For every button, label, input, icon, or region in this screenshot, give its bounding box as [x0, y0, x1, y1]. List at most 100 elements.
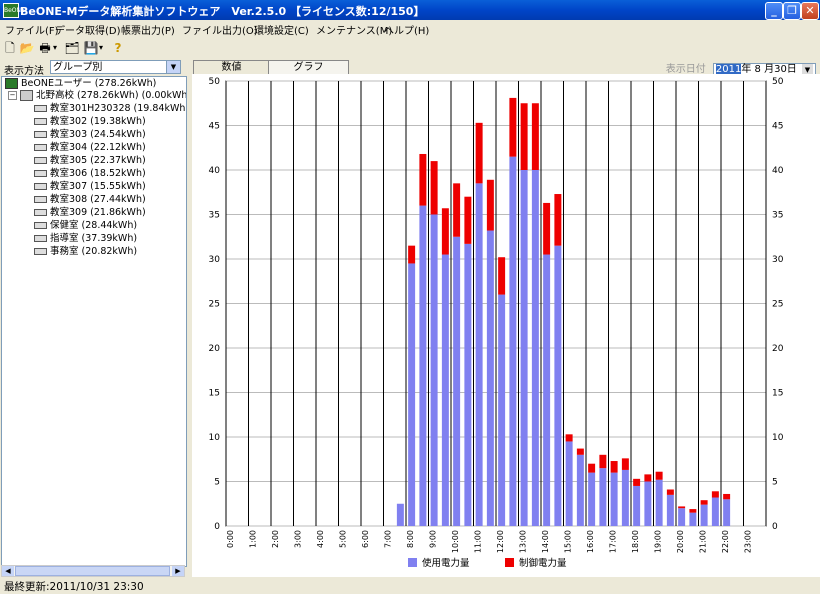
bar-usage — [464, 243, 472, 526]
room-icon — [34, 235, 47, 242]
bar-control — [464, 196, 472, 244]
bar-control — [486, 179, 494, 231]
bar-usage — [565, 441, 573, 526]
bar-usage — [588, 472, 596, 526]
legend-swatch-control — [505, 558, 514, 567]
room-icon — [34, 144, 47, 151]
tree-root[interactable]: BeONEユーザー (278.26kWh) — [5, 78, 156, 90]
bar-usage — [419, 205, 427, 526]
bar-usage — [576, 454, 584, 526]
display-method-select[interactable]: グループ別 ▼ — [50, 60, 181, 74]
menu-file[interactable]: ファイル(F) — [5, 26, 59, 37]
tree-room[interactable]: 事務室 (20.82kWh) — [34, 246, 137, 258]
bar-control — [599, 454, 607, 469]
save-icon[interactable]: 💾 — [83, 41, 99, 55]
room-icon — [34, 183, 47, 190]
tree-room[interactable]: 教室304 (22.12kWh) — [34, 142, 146, 154]
tree-room[interactable]: 教室303 (24.54kWh) — [34, 129, 146, 141]
bar-control — [633, 478, 641, 486]
bar-usage — [520, 170, 528, 526]
tree-room[interactable]: 指導室 (37.39kWh) — [34, 233, 137, 245]
minimize-button[interactable]: _ — [765, 2, 783, 20]
bar-control — [565, 434, 573, 442]
tab-graph[interactable]: グラフ — [268, 60, 349, 75]
bar-control — [531, 103, 539, 170]
tree-room[interactable]: 教室307 (15.55kWh) — [34, 181, 146, 193]
close-button[interactable]: ✕ — [801, 2, 819, 20]
bar-control — [588, 463, 596, 473]
bar-control — [655, 471, 663, 480]
x-tick-label: 10:00 — [451, 530, 460, 553]
y-tick-label-right: 50 — [772, 77, 784, 87]
menu-report-output[interactable]: 帳票出力(P) — [121, 26, 175, 37]
left-panel: 表示方法 グループ別 ▼ BeONEユーザー (278.26kWh) − 北野高校… — [0, 59, 187, 577]
y-tick-label-right: 25 — [772, 300, 783, 310]
y-tick-label-left: 50 — [209, 77, 221, 87]
menu-maintenance[interactable]: メンテナンス(M) — [316, 26, 393, 37]
bar-usage — [486, 230, 494, 526]
tree-room[interactable]: 教室309 (21.86kWh) — [34, 207, 146, 219]
menu-settings[interactable]: 環境設定(C) — [254, 26, 309, 37]
menu-data-acquire[interactable]: データ取得(D) — [55, 26, 121, 37]
bar-control — [408, 245, 416, 264]
calendar-dropdown-icon[interactable]: ▼ — [802, 64, 813, 76]
tree-room[interactable]: 教室305 (22.37kWh) — [34, 155, 146, 167]
date-year[interactable]: 2011 — [715, 64, 742, 75]
bar-usage — [689, 512, 697, 526]
maximize-button[interactable]: ❐ — [783, 2, 801, 20]
scroll-left-icon[interactable]: ◀ — [2, 566, 14, 576]
print-dropdown-icon[interactable]: ▾ — [52, 43, 57, 52]
bar-usage — [509, 156, 517, 526]
tree-room[interactable]: 保健室 (28.44kWh) — [34, 220, 137, 232]
y-tick-label-right: 15 — [772, 389, 783, 399]
menu-file-output[interactable]: ファイル出力(O) — [182, 26, 258, 37]
new-document-icon[interactable]: 🗋 — [5, 41, 15, 55]
legend-swatch-usage — [408, 558, 417, 567]
tree-room[interactable]: 教室302 (19.38kWh) — [34, 116, 146, 128]
properties-icon[interactable]: 🗂 — [64, 41, 80, 55]
room-icon — [34, 131, 47, 138]
bar-usage — [453, 236, 461, 526]
room-icon — [34, 157, 47, 164]
tree-room[interactable]: 教室308 (27.44kWh) — [34, 194, 146, 206]
y-tick-label-left: 0 — [214, 522, 220, 532]
x-tick-label: 11:00 — [474, 530, 483, 553]
open-folder-icon[interactable]: 📂 — [19, 41, 35, 55]
tree-horizontal-scrollbar[interactable]: ◀ ▶ — [1, 565, 185, 577]
bar-usage — [498, 294, 506, 526]
y-tick-label-left: 40 — [209, 166, 221, 176]
bar-control — [610, 461, 618, 473]
scroll-thumb[interactable] — [15, 566, 170, 576]
print-icon[interactable]: 🖶 — [39, 41, 51, 55]
room-icon — [34, 118, 47, 125]
group-tree[interactable]: BeONEユーザー (278.26kWh) − 北野高校 (278.26kWh) … — [1, 76, 187, 567]
bar-control — [520, 103, 528, 170]
x-tick-label: 14:00 — [541, 530, 550, 553]
bar-control — [576, 448, 584, 455]
tree-room[interactable]: 教室301H230328 (19.84kWh) — [34, 103, 186, 115]
bar-control — [509, 97, 517, 157]
save-dropdown-icon[interactable]: ▾ — [98, 43, 103, 52]
collapse-icon[interactable]: − — [8, 91, 17, 100]
bar-usage — [633, 485, 641, 526]
tree-room[interactable]: 教室306 (18.52kWh) — [34, 168, 146, 180]
date-month-day[interactable]: 年 8 月30日 — [741, 64, 797, 75]
display-method-label: 表示方法 — [4, 66, 44, 77]
x-tick-label: 8:00 — [406, 530, 415, 548]
help-icon[interactable]: ? — [114, 41, 122, 55]
bar-usage — [543, 254, 551, 527]
tab-numeric[interactable]: 数値 — [193, 60, 270, 75]
bar-usage — [700, 504, 708, 526]
scroll-right-icon[interactable]: ▶ — [172, 566, 184, 576]
bar-control — [430, 161, 438, 215]
last-updated: 最終更新:2011/10/31 23:30 — [4, 581, 144, 593]
app-icon: BeONE — [3, 3, 25, 18]
bar-control — [419, 153, 427, 206]
tree-school[interactable]: − 北野高校 (278.26kWh) (0.00kWh) — [8, 90, 187, 101]
chevron-down-icon[interactable]: ▼ — [166, 61, 180, 73]
bar-usage — [531, 170, 539, 526]
menu-help[interactable]: ヘルプ(H) — [384, 26, 430, 37]
x-tick-label: 20:00 — [676, 530, 685, 553]
date-picker[interactable]: 2011年 8 月30日 ▼ — [712, 63, 816, 77]
display-method-value: グループ別 — [53, 62, 103, 73]
